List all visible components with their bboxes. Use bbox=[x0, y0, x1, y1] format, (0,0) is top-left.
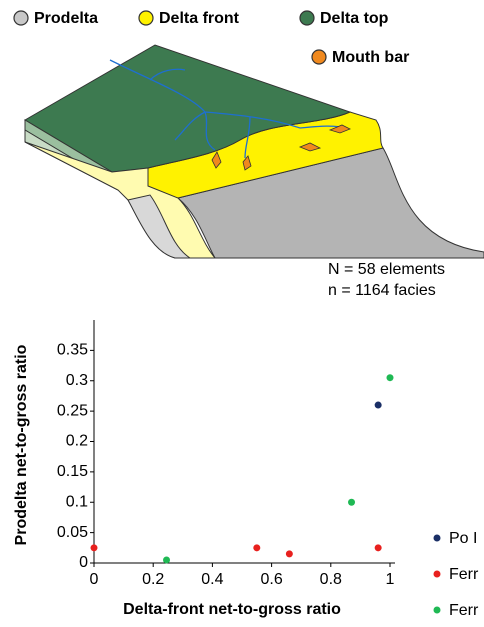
y-tick-label: 0.25 bbox=[57, 402, 88, 419]
y-tick-label: 0.2 bbox=[66, 433, 88, 450]
y-tick-label: 0.35 bbox=[57, 342, 88, 359]
legend-swatch bbox=[311, 49, 327, 65]
side-layer bbox=[127, 194, 192, 259]
legend-swatch bbox=[299, 10, 315, 26]
legend-label: Po I bbox=[449, 530, 477, 547]
annotation: n = 1164 facies bbox=[328, 282, 436, 299]
point bbox=[163, 556, 171, 564]
y-axis-label: Prodelta net-to-gross ratio bbox=[13, 344, 30, 545]
point bbox=[386, 374, 394, 382]
legend-swatch bbox=[13, 10, 29, 26]
x-tick-label: 0.2 bbox=[142, 571, 164, 588]
y-tick-label: 0.15 bbox=[57, 463, 88, 480]
x-tick-label: 1 bbox=[386, 571, 395, 588]
plot: N = 58 elements n = 1164 facies 0 0.05 0.1 0.… bbox=[13, 261, 479, 619]
mouth-bar bbox=[211, 124, 351, 171]
y-tick-label: 0.3 bbox=[66, 372, 88, 389]
y-tick-label: 0 bbox=[79, 554, 88, 571]
point bbox=[253, 544, 261, 552]
block-diagram bbox=[24, 44, 484, 259]
legend-label: Ferr bbox=[449, 602, 479, 619]
channel bbox=[109, 59, 346, 159]
legend-marker bbox=[433, 534, 441, 542]
legend-label: Delta top bbox=[320, 10, 389, 27]
x-tick-label: 0.6 bbox=[260, 571, 282, 588]
delta-top-surface bbox=[24, 44, 352, 173]
point bbox=[374, 544, 382, 552]
x-tick-label: 0.4 bbox=[201, 571, 223, 588]
point bbox=[374, 401, 382, 409]
prodelta-surface bbox=[176, 147, 484, 259]
legend-marker bbox=[433, 570, 441, 578]
x-tick-label: 0.8 bbox=[320, 571, 342, 588]
legend-label: Ferr bbox=[449, 566, 479, 583]
legend-marker bbox=[433, 606, 441, 614]
point bbox=[348, 498, 356, 506]
legend-swatch bbox=[138, 10, 154, 26]
x-tick-label: 0 bbox=[90, 571, 99, 588]
annotation: N = 58 elements bbox=[328, 261, 445, 278]
y-tick-label: 0.1 bbox=[66, 493, 88, 510]
facies-legend: Prodelta Delta front Delta top Mouth bar bbox=[13, 10, 409, 66]
point bbox=[90, 544, 98, 552]
legend-label: Mouth bar bbox=[332, 49, 409, 66]
legend-label: Prodelta bbox=[34, 10, 98, 27]
legend-label: Delta front bbox=[159, 10, 240, 27]
x-axis-label: Delta-front net-to-gross ratio bbox=[123, 601, 341, 618]
point bbox=[285, 550, 293, 558]
y-tick-label: 0.05 bbox=[57, 524, 88, 541]
